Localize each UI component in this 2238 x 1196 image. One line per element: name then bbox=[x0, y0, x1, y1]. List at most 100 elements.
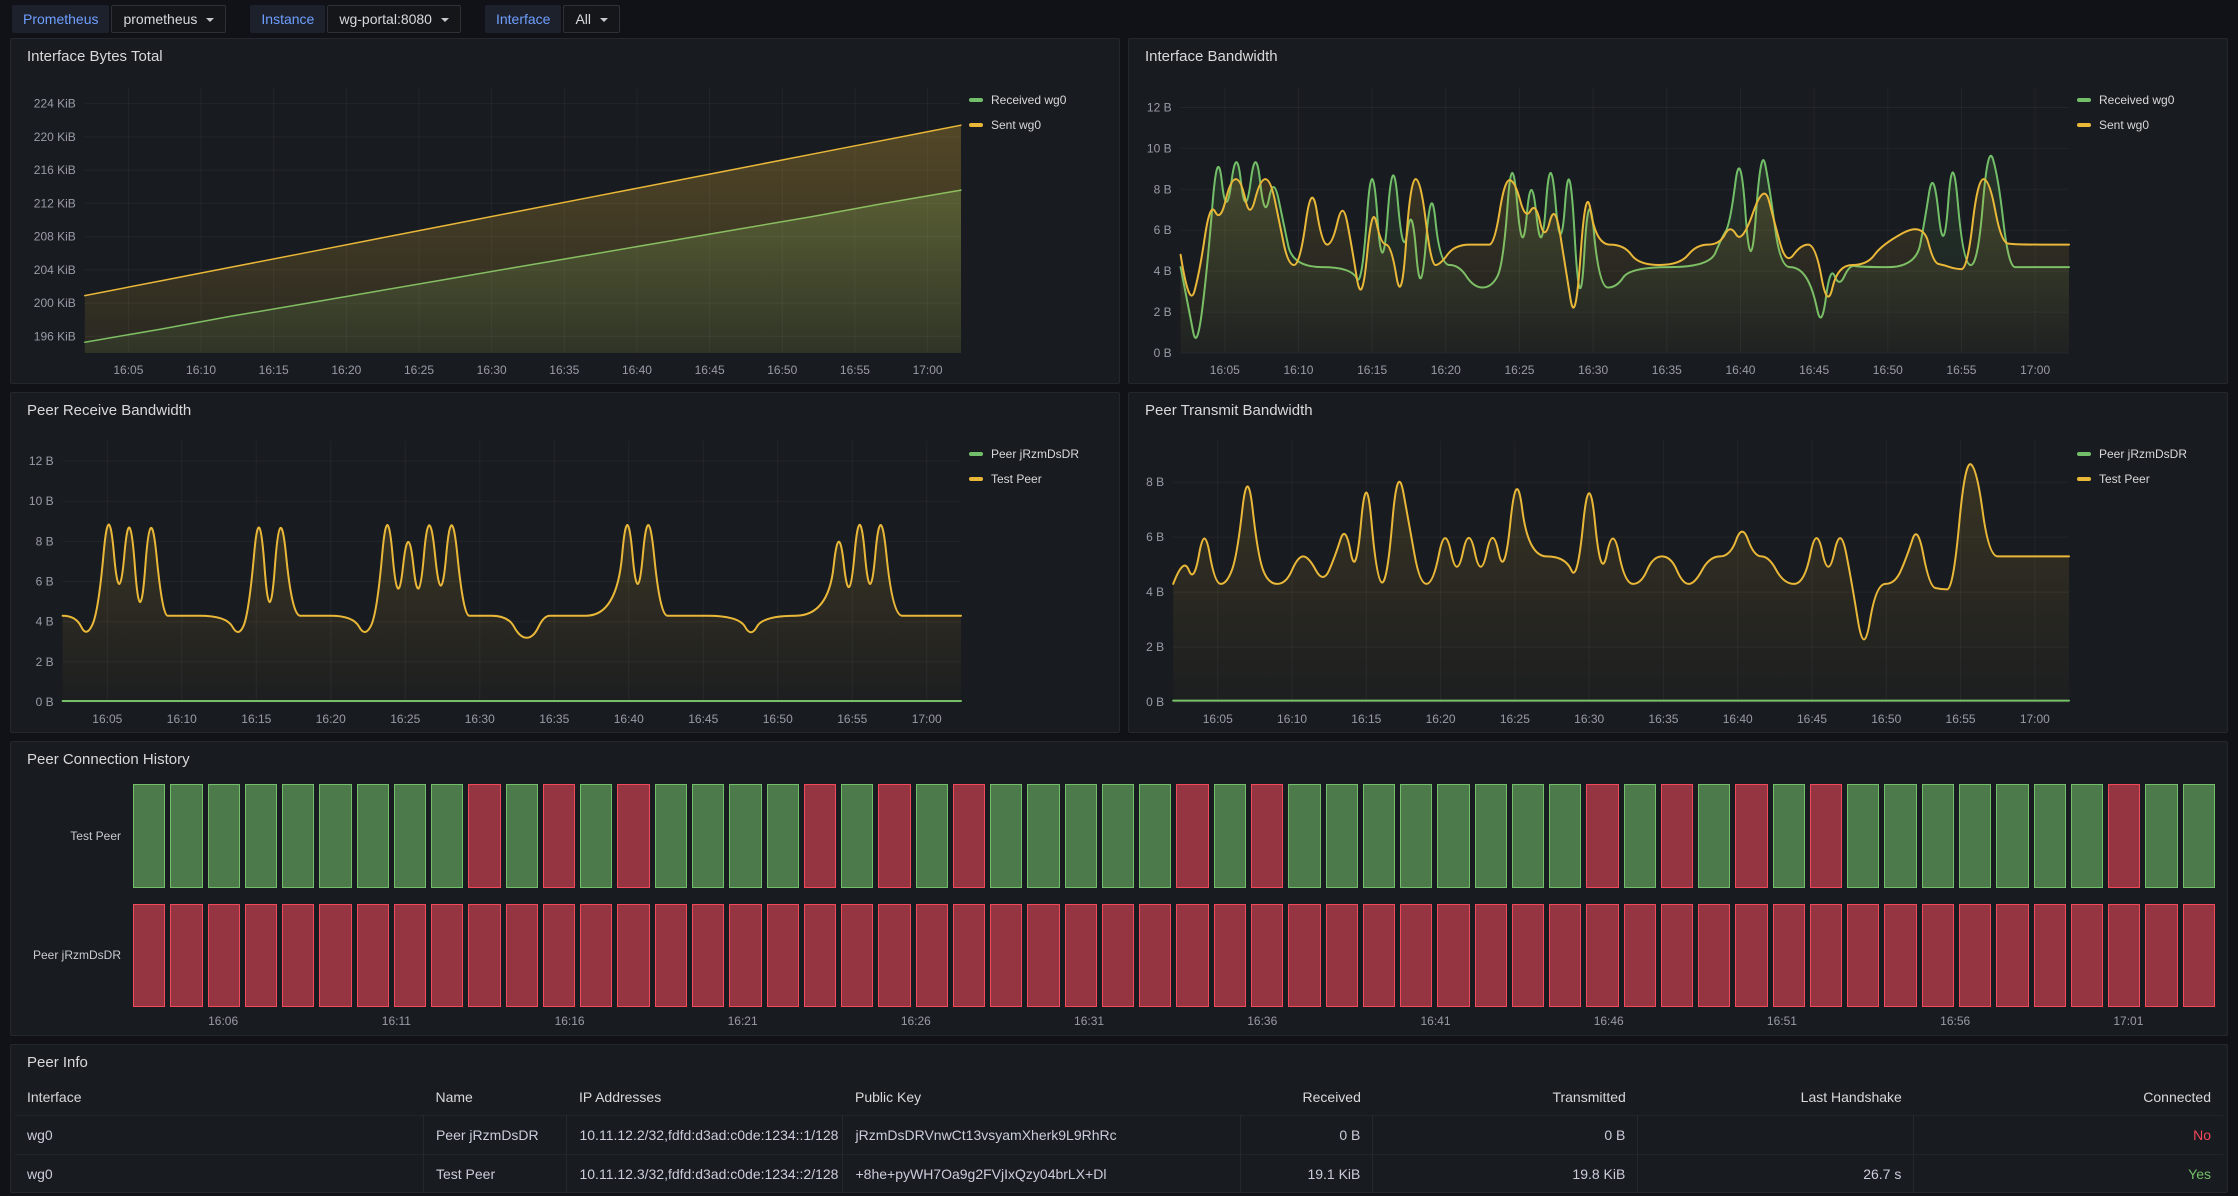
svg-text:8 B: 8 B bbox=[36, 534, 54, 548]
legend-item-test-peer[interactable]: Test Peer bbox=[969, 472, 1119, 486]
panel-row-1: Interface Bytes Total 16:05 16:10 16:15 16:… bbox=[10, 38, 2228, 384]
variable-label-interface: Interface bbox=[484, 5, 562, 33]
column-header-transmitted[interactable]: Transmitted bbox=[1552, 1089, 1626, 1105]
status-bar-connected bbox=[729, 784, 762, 888]
status-bar-connected bbox=[356, 784, 389, 888]
variable-label-instance: Instance bbox=[250, 5, 326, 33]
table-cell: 10.11.12.2/32,fdfd:d3ad:c0de:1234::1/128 bbox=[566, 1115, 844, 1155]
chart-canvas[interactable]: 16:05 16:10 16:15 16:20 16:25 16:30 16:35 16:40… bbox=[1129, 73, 2077, 383]
svg-text:16:15: 16:15 bbox=[241, 712, 271, 726]
svg-text:6 B: 6 B bbox=[1146, 530, 1164, 544]
status-bar-disconnected bbox=[1809, 784, 1843, 888]
svg-text:208 KiB: 208 KiB bbox=[34, 230, 76, 244]
legend-swatch bbox=[969, 477, 983, 481]
svg-text:16:55: 16:55 bbox=[1946, 363, 1976, 377]
svg-text:16:35: 16:35 bbox=[1648, 712, 1678, 726]
svg-text:10 B: 10 B bbox=[29, 494, 54, 508]
svg-text:16:35: 16:35 bbox=[1652, 363, 1682, 377]
status-bar-disconnected bbox=[878, 784, 911, 888]
status-bar-connected bbox=[282, 784, 315, 888]
column-header-last-handshake[interactable]: Last Handshake bbox=[1800, 1089, 1902, 1105]
table-cell: wg0 bbox=[15, 1154, 424, 1192]
legend-item-peer-jrzmdsdr[interactable]: Peer jRzmDsDR bbox=[2077, 447, 2227, 461]
status-bar-disconnected bbox=[393, 903, 427, 1007]
status-bar-disconnected bbox=[952, 784, 986, 888]
svg-text:16:45: 16:45 bbox=[688, 712, 718, 726]
panel-title[interactable]: Peer Info bbox=[27, 1053, 88, 1071]
svg-text:16:45: 16:45 bbox=[1799, 363, 1829, 377]
x-axis-tick: 16:26 bbox=[900, 1014, 931, 1028]
svg-text:16:20: 16:20 bbox=[331, 363, 361, 377]
column-header-interface[interactable]: Interface bbox=[27, 1089, 82, 1105]
svg-text:16:25: 16:25 bbox=[404, 363, 434, 377]
status-bar-connected bbox=[990, 784, 1023, 888]
svg-text:0 B: 0 B bbox=[36, 695, 54, 709]
panel-row-2: Peer Receive Bandwidth 16:05 16:10 16:15 16… bbox=[10, 392, 2228, 733]
status-bar-disconnected bbox=[952, 903, 986, 1007]
panel-title[interactable]: Interface Bandwidth bbox=[1145, 47, 1278, 65]
svg-text:16:10: 16:10 bbox=[167, 712, 197, 726]
column-header-public-key[interactable]: Public Key bbox=[854, 1089, 922, 1105]
table-cell: 19.1 KiB bbox=[1240, 1154, 1374, 1192]
legend-swatch bbox=[2077, 477, 2091, 481]
svg-text:10 B: 10 B bbox=[1147, 141, 1172, 155]
status-history-x-axis: 16:06 16:11 16:16 16:21 16:26 16:31 16:36 16:41… bbox=[133, 1009, 2215, 1035]
variable-interface: Interface All bbox=[484, 5, 621, 33]
column-header-name[interactable]: Name bbox=[435, 1089, 473, 1105]
status-bar-connected bbox=[841, 784, 874, 888]
svg-text:16:50: 16:50 bbox=[763, 712, 793, 726]
status-bar-connected bbox=[1511, 784, 1545, 888]
status-bar-connected bbox=[654, 784, 687, 888]
column-header-received[interactable]: Received bbox=[1302, 1089, 1361, 1105]
status-bar-disconnected bbox=[282, 903, 315, 1007]
panel-title[interactable]: Peer Connection History bbox=[27, 750, 190, 768]
svg-text:16:15: 16:15 bbox=[259, 363, 289, 377]
svg-text:16:10: 16:10 bbox=[186, 363, 216, 377]
svg-text:16:25: 16:25 bbox=[1504, 363, 1534, 377]
status-bar-disconnected bbox=[1660, 903, 1694, 1007]
x-axis-tick: 16:06 bbox=[208, 1014, 239, 1028]
svg-text:0 B: 0 B bbox=[1154, 346, 1172, 360]
x-axis-tick: 16:16 bbox=[554, 1014, 585, 1028]
table-cell: 0 B bbox=[1372, 1115, 1639, 1155]
panel-header: Peer Info bbox=[11, 1045, 2227, 1079]
legend-item-received-wg0[interactable]: Received wg0 bbox=[969, 93, 1119, 107]
panel-title[interactable]: Peer Receive Bandwidth bbox=[27, 401, 192, 419]
svg-text:4 B: 4 B bbox=[36, 615, 54, 629]
legend-item-sent-wg0[interactable]: Sent wg0 bbox=[969, 118, 1119, 132]
panel-header: Interface Bandwidth bbox=[1129, 39, 2227, 73]
column-header-ip-addresses[interactable]: IP Addresses bbox=[578, 1089, 662, 1105]
status-bar-disconnected bbox=[1400, 903, 1433, 1007]
svg-text:17:00: 17:00 bbox=[2020, 712, 2050, 726]
panel-header: Peer Connection History bbox=[11, 742, 2227, 776]
legend-swatch bbox=[2077, 98, 2091, 102]
x-axis-tick: 16:31 bbox=[1074, 1014, 1105, 1028]
x-axis-tick: 16:21 bbox=[727, 1014, 758, 1028]
legend-item-peer-jrzmdsdr[interactable]: Peer jRzmDsDR bbox=[969, 447, 1119, 461]
svg-text:16:45: 16:45 bbox=[1797, 712, 1827, 726]
status-bar-disconnected bbox=[1549, 903, 1582, 1007]
column-header-connected[interactable]: Connected bbox=[2143, 1089, 2211, 1105]
panel-title[interactable]: Peer Transmit Bandwidth bbox=[1145, 401, 1313, 419]
status-bar-disconnected bbox=[244, 903, 278, 1007]
legend-item-sent-wg0[interactable]: Sent wg0 bbox=[2077, 118, 2227, 132]
svg-text:224 KiB: 224 KiB bbox=[34, 97, 76, 111]
chart-canvas[interactable]: 16:05 16:10 16:15 16:20 16:25 16:30 16:35 16:40… bbox=[11, 73, 969, 383]
panel-title[interactable]: Interface Bytes Total bbox=[27, 47, 163, 65]
chart-canvas[interactable]: 16:05 16:10 16:15 16:20 16:25 16:30 16:35 16:40… bbox=[1129, 427, 2077, 732]
status-bar-disconnected bbox=[2108, 784, 2141, 888]
chart-canvas[interactable]: 16:05 16:10 16:15 16:20 16:25 16:30 16:35 16:40… bbox=[11, 427, 969, 732]
status-bar-connected bbox=[1623, 784, 1656, 888]
variable-value-prometheus[interactable]: prometheus bbox=[111, 5, 227, 33]
legend-label: Sent wg0 bbox=[991, 118, 1042, 132]
legend-item-received-wg0[interactable]: Received wg0 bbox=[2077, 93, 2227, 107]
variable-value-interface[interactable]: All bbox=[563, 5, 621, 33]
svg-text:2 B: 2 B bbox=[36, 655, 54, 669]
variable-value-instance[interactable]: wg-portal:8080 bbox=[327, 5, 461, 33]
svg-text:220 KiB: 220 KiB bbox=[34, 130, 76, 144]
panel-header: Interface Bytes Total bbox=[11, 39, 1119, 73]
status-bar-connected bbox=[319, 784, 352, 888]
svg-text:16:20: 16:20 bbox=[1431, 363, 1461, 377]
chart-legend: Peer jRzmDsDR Test Peer bbox=[2077, 427, 2227, 732]
legend-item-test-peer[interactable]: Test Peer bbox=[2077, 472, 2227, 486]
